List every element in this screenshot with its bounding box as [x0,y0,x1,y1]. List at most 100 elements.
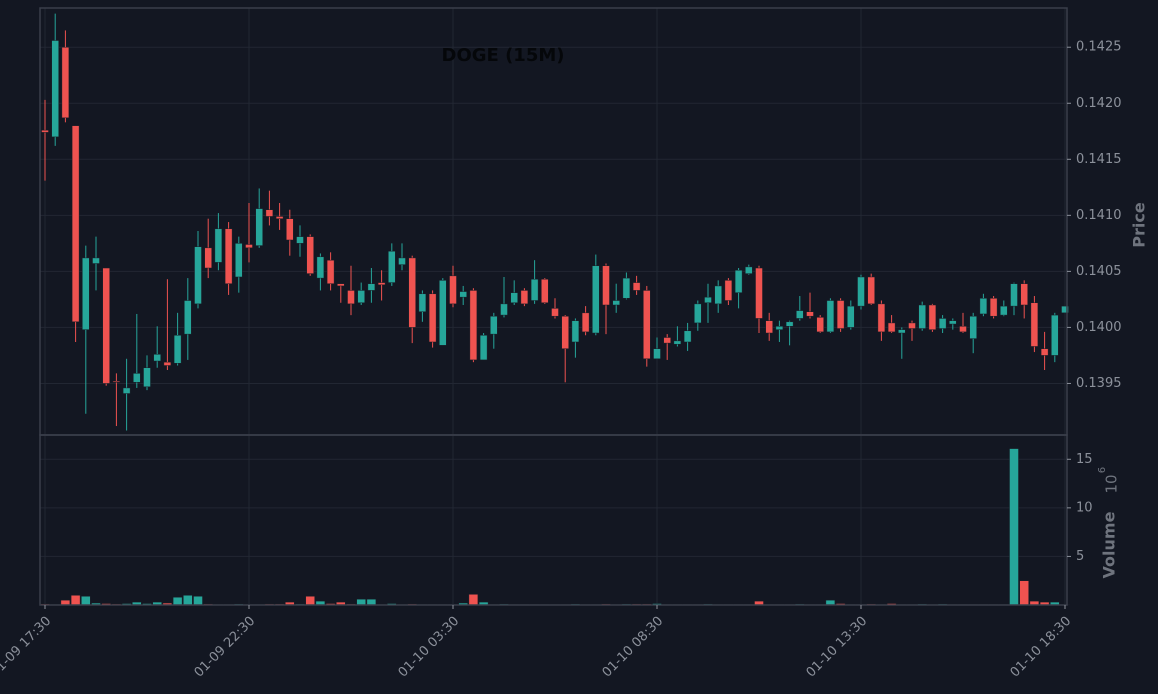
candle-body [938,318,947,329]
candle-body [214,228,223,263]
volume-bar [70,595,81,606]
candle-body [500,303,508,316]
candle-body [469,290,478,361]
candle-body [724,280,733,301]
candle-body [826,300,835,333]
volume-panel [39,434,1068,606]
candle-body [714,285,722,305]
candle-body [306,236,314,274]
candle-body [255,208,263,246]
candle-body [541,278,549,304]
candle-body [235,243,243,278]
candle-body [612,300,620,306]
candle-body [275,216,284,219]
candle-body [816,317,824,333]
candle-body [561,315,569,349]
candle-body [867,276,875,305]
candle-body [51,40,59,138]
candle-body [163,361,172,366]
candle-body [326,259,335,284]
candle-body [490,315,498,335]
candle-body [602,265,610,306]
candle-body [745,266,753,274]
y-tick-label: 0.1415 [1076,152,1122,167]
candle-body [969,315,977,339]
candle-body [265,209,274,217]
candle-body [887,322,896,333]
candle-body [224,228,233,284]
candle-body [785,321,794,327]
candle-body [286,218,294,241]
candle-body [734,270,743,293]
candle-body [581,312,590,333]
candle-body [520,290,529,305]
candle-body [530,278,539,301]
candle-body [775,326,784,330]
candle-body [1061,305,1069,314]
candle-body [357,290,365,304]
candle-body [449,275,457,305]
candle-body [347,290,355,305]
candle-body [673,340,682,345]
candle-body [367,283,376,291]
candle-body [704,296,712,304]
candle-body [102,267,110,384]
candle-body [408,257,416,328]
candle-body [71,125,80,323]
candle-body [173,335,182,364]
candle-body [82,257,90,330]
candle-body [245,244,253,249]
candle-body [949,320,957,325]
y-tick-label: 0.1425 [1076,40,1122,55]
y-tick-label: 0.1410 [1076,208,1122,223]
candle-body [184,300,192,335]
candle-body [694,303,702,324]
candle-body [653,348,661,360]
candle-body [918,304,926,329]
candle-body [877,303,886,333]
candle-body [1010,283,1018,307]
volume-scale-exponent: 6 [1097,467,1108,473]
candle-body [510,292,518,304]
candle-body [194,246,202,305]
candle-body [459,291,467,298]
candle-body [1030,302,1039,347]
volume-tick-label: 5 [1076,549,1084,564]
candle-body [847,305,855,328]
volume-bar [356,598,366,606]
candle-body [92,257,100,264]
volume-bar [183,595,193,606]
candle-body [632,282,641,291]
candle-body [989,298,998,317]
candle-body [398,257,406,265]
candle-body [337,283,345,287]
volume-tick-label: 15 [1076,452,1093,467]
candle-body [428,293,437,343]
candle-body [796,310,804,319]
candle-body [1020,283,1028,306]
chart-title: DOGE (15M) [442,45,565,66]
candle-body [61,46,70,119]
candle-body [908,322,916,329]
candle-body [41,129,49,133]
volume-bar [1019,580,1029,606]
volume-bar [172,596,183,606]
volume-bar [1009,448,1019,606]
candle-body [592,265,600,334]
y-axis-label: Price [1130,202,1149,248]
volume-tick-label: 10 [1076,500,1093,515]
y-tick-label: 0.1405 [1076,264,1122,279]
candle-body [959,326,967,333]
volume-bar [305,596,315,606]
candle-body [122,387,131,394]
candle-body [898,329,906,334]
candle-body [1000,305,1008,316]
candle-body [143,367,151,388]
candle-body [204,247,212,269]
candle-body [112,380,121,383]
candle-body [1051,314,1059,356]
y-tick-label: 0.1395 [1076,376,1122,391]
candle-body [296,236,304,244]
